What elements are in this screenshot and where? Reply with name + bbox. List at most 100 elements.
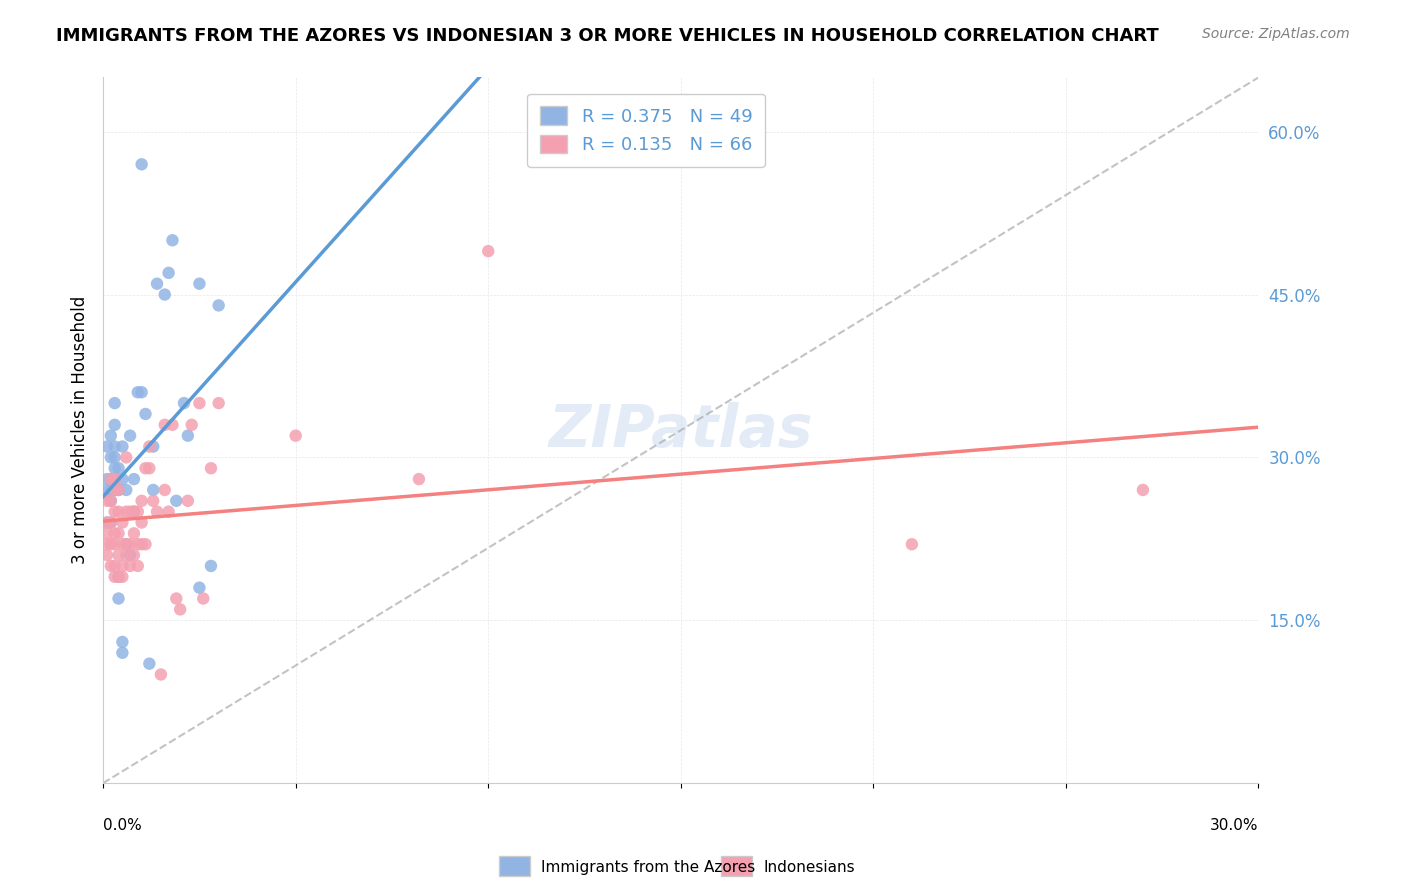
Point: [208, 298, 231, 312]
Point: [208, 396, 231, 410]
Point: [200, 558, 222, 573]
Point: [122, 548, 145, 562]
Point: [111, 440, 134, 454]
Point: [107, 570, 129, 584]
Y-axis label: 3 or more Vehicles in Household: 3 or more Vehicles in Household: [72, 296, 89, 565]
Point: [96, 516, 118, 530]
Point: [1132, 483, 1154, 497]
Point: [111, 646, 134, 660]
Point: [111, 472, 134, 486]
Point: [120, 537, 142, 551]
Point: [173, 396, 195, 410]
Point: [188, 396, 211, 410]
Point: [100, 472, 122, 486]
Point: [131, 385, 153, 400]
Point: [107, 483, 129, 497]
Point: [115, 505, 138, 519]
Point: [96, 537, 118, 551]
Text: IMMIGRANTS FROM THE AZORES VS INDONESIAN 3 OR MORE VEHICLES IN HOUSEHOLD CORRELA: IMMIGRANTS FROM THE AZORES VS INDONESIAN…: [56, 27, 1159, 45]
Point: [127, 505, 149, 519]
Point: [188, 277, 211, 291]
Point: [104, 483, 127, 497]
Point: [115, 548, 138, 562]
Point: [104, 537, 127, 551]
Point: [115, 483, 138, 497]
Point: [111, 635, 134, 649]
Point: [165, 493, 187, 508]
Point: [127, 537, 149, 551]
Point: [100, 450, 122, 465]
Point: [96, 440, 118, 454]
Point: [100, 516, 122, 530]
Point: [104, 526, 127, 541]
Point: [169, 602, 191, 616]
Point: [100, 558, 122, 573]
Point: [138, 440, 160, 454]
Point: [115, 537, 138, 551]
Point: [157, 266, 180, 280]
Point: [111, 558, 134, 573]
Point: [104, 396, 127, 410]
Point: [107, 570, 129, 584]
Point: [96, 483, 118, 497]
Point: [138, 461, 160, 475]
Point: [142, 440, 165, 454]
Point: [142, 493, 165, 508]
Point: [157, 505, 180, 519]
Point: [200, 461, 222, 475]
Point: [104, 450, 127, 465]
Point: [134, 461, 156, 475]
Point: [134, 537, 156, 551]
Text: ZIPatlas: ZIPatlas: [548, 401, 813, 458]
Point: [134, 407, 156, 421]
Point: [100, 428, 122, 442]
Point: [149, 667, 172, 681]
Point: [104, 440, 127, 454]
Point: [177, 493, 200, 508]
Point: [127, 385, 149, 400]
Point: [162, 233, 184, 247]
Text: 30.0%: 30.0%: [1211, 818, 1258, 833]
Point: [104, 461, 127, 475]
Point: [96, 526, 118, 541]
Point: [107, 591, 129, 606]
Point: [107, 461, 129, 475]
Point: [177, 428, 200, 442]
Point: [115, 450, 138, 465]
Point: [142, 483, 165, 497]
Point: [100, 516, 122, 530]
Point: [100, 472, 122, 486]
Point: [107, 548, 129, 562]
Point: [146, 277, 169, 291]
Point: [96, 516, 118, 530]
Point: [104, 505, 127, 519]
FancyBboxPatch shape: [499, 856, 530, 876]
Legend: R = 0.375   N = 49, R = 0.135   N = 66: R = 0.375 N = 49, R = 0.135 N = 66: [527, 94, 765, 167]
Point: [104, 570, 127, 584]
Point: [477, 244, 499, 259]
Point: [100, 493, 122, 508]
Point: [107, 505, 129, 519]
Point: [138, 657, 160, 671]
Point: [104, 417, 127, 432]
Point: [122, 472, 145, 486]
Point: [131, 516, 153, 530]
Point: [153, 417, 176, 432]
Point: [165, 591, 187, 606]
Point: [100, 493, 122, 508]
Text: Indonesians: Indonesians: [763, 860, 855, 874]
Point: [111, 570, 134, 584]
Point: [96, 493, 118, 508]
Point: [115, 537, 138, 551]
Point: [120, 505, 142, 519]
Point: [131, 537, 153, 551]
Point: [100, 483, 122, 497]
Text: Immigrants from the Azores: Immigrants from the Azores: [541, 860, 755, 874]
Point: [146, 505, 169, 519]
FancyBboxPatch shape: [721, 856, 752, 876]
Point: [120, 428, 142, 442]
Point: [127, 558, 149, 573]
Point: [188, 581, 211, 595]
Point: [901, 537, 924, 551]
Point: [122, 505, 145, 519]
